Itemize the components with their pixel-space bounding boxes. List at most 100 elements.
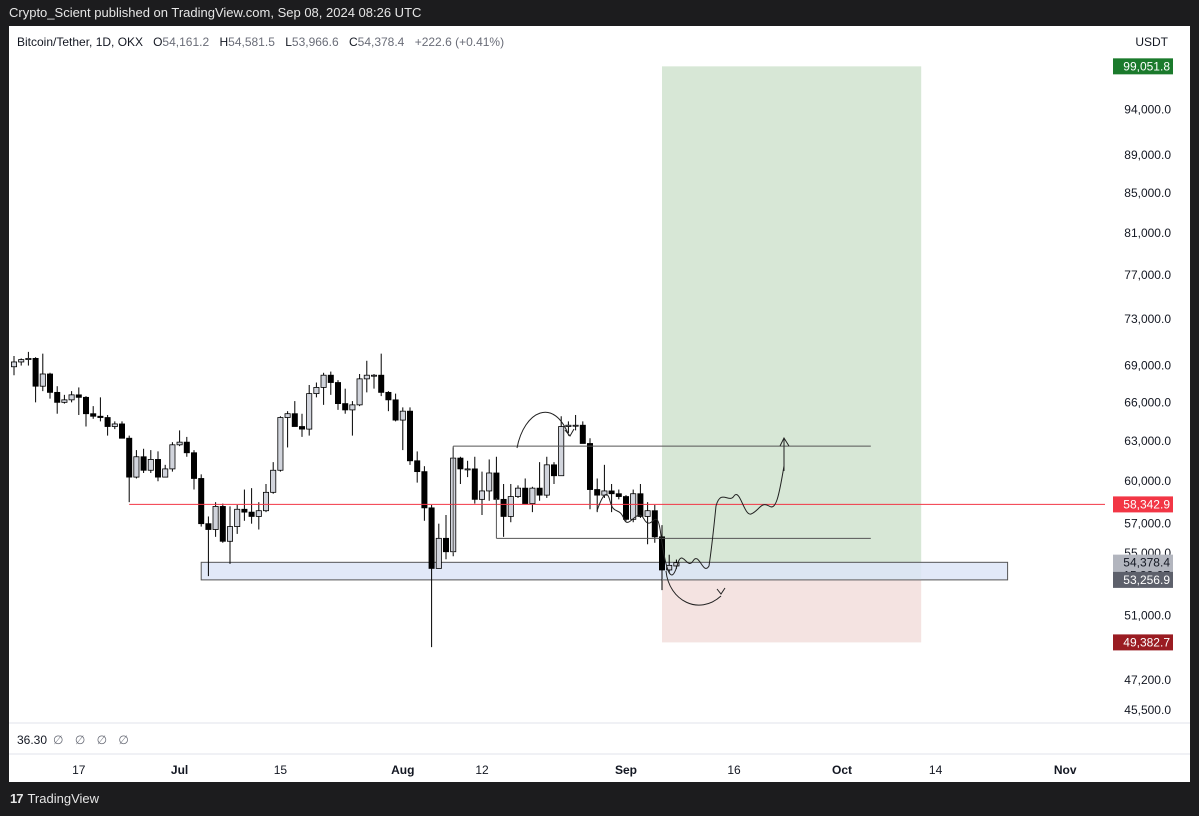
time-tick-label: 17 <box>72 763 86 777</box>
candle-body <box>39 373 46 387</box>
candle <box>442 515 449 560</box>
candle-body <box>11 361 17 368</box>
candle-body <box>378 374 385 393</box>
candle <box>176 430 183 447</box>
candle <box>262 483 269 513</box>
time-axis[interactable]: 17 Jul 15 Aug 12 Sep 16 Oct 14 Nov <box>72 763 1077 777</box>
candle-body <box>133 456 140 478</box>
currency-label: USDT <box>1135 35 1168 49</box>
low-label: L <box>285 35 292 49</box>
time-tick-label: Jul <box>171 763 188 777</box>
time-tick-label: Sep <box>615 763 637 777</box>
candle <box>349 401 356 436</box>
candle <box>183 436 190 457</box>
candle-body <box>514 487 521 497</box>
price-tick-label: 94,000.0 <box>1124 103 1171 117</box>
candle-body <box>32 357 39 387</box>
candle <box>219 503 226 543</box>
candle <box>83 396 90 427</box>
price-tick-label: 57,000.0 <box>1124 517 1171 531</box>
candle <box>666 554 673 574</box>
candle <box>507 483 514 523</box>
candle-body <box>493 472 500 500</box>
candle <box>493 456 500 504</box>
candle-body <box>262 491 269 512</box>
hand-drawn-path <box>665 570 722 606</box>
candle-body <box>356 378 363 406</box>
candle <box>320 372 327 405</box>
candle <box>327 371 334 395</box>
candle <box>579 421 586 444</box>
candle <box>212 502 219 537</box>
candle <box>47 372 54 399</box>
candle <box>306 384 313 436</box>
candle <box>97 397 104 422</box>
symbol-legend[interactable]: Bitcoin/Tether, 1D, OKX O54,161.2 H54,58… <box>17 35 504 49</box>
candle <box>594 478 601 513</box>
price-chart[interactable]: 94,000.0 89,000.0 85,000.0 81,000.0 77,000.0… <box>9 26 1190 782</box>
candle-body <box>126 437 133 478</box>
chart-frame[interactable]: 94,000.0 89,000.0 85,000.0 81,000.0 77,000.0… <box>9 26 1190 782</box>
candle <box>162 464 169 478</box>
price-tick-label: 89,000.0 <box>1124 148 1171 162</box>
candle-body <box>241 508 248 513</box>
price-tick-label: 81,000.0 <box>1124 226 1171 240</box>
candle-body <box>119 423 126 439</box>
time-tick-label: Oct <box>832 763 852 777</box>
candle-body <box>421 471 428 509</box>
candle <box>198 474 205 527</box>
candle-body <box>54 391 61 403</box>
candle-body <box>543 464 550 496</box>
candle <box>334 380 341 410</box>
hand-drawn-path <box>596 465 785 576</box>
candle-body <box>363 374 370 380</box>
candle <box>241 489 248 521</box>
candle <box>133 450 140 479</box>
candle <box>464 460 471 478</box>
hand-drawn-path <box>716 587 726 595</box>
candle-body <box>471 468 478 500</box>
candle <box>313 382 320 398</box>
candle <box>277 416 284 472</box>
candle <box>608 483 615 513</box>
price-tick-label: 63,000.0 <box>1124 434 1171 448</box>
publish-line: Crypto_Scient published on TradingView.c… <box>9 5 422 20</box>
indicator-legend[interactable]: 36.30 ∅ ∅ ∅ ∅ <box>17 733 133 747</box>
level-badge-text: 58,342.9 <box>1123 497 1170 511</box>
price-tick-label: 77,000.0 <box>1124 268 1171 282</box>
hand-drawn-path <box>564 428 575 437</box>
candle <box>370 373 377 389</box>
candle-body <box>385 391 392 401</box>
stop-badge-bg <box>1113 634 1173 651</box>
level-badge: 58,342.9 <box>1113 496 1173 513</box>
candle-body <box>219 506 226 542</box>
tradingview-logo[interactable]: 17 TradingView <box>10 791 99 806</box>
candle-body <box>313 387 320 395</box>
candle <box>500 483 507 537</box>
time-tick-label: 15 <box>274 763 288 777</box>
candle-body <box>644 510 651 517</box>
candle-body <box>579 424 586 444</box>
target-badge: 99,051.8 <box>1113 58 1173 75</box>
price-axis[interactable]: 94,000.0 89,000.0 85,000.0 81,000.0 77,000.0… <box>1124 103 1171 718</box>
time-tick-label: 12 <box>475 763 489 777</box>
price-tick-label: 45,500.0 <box>1124 703 1171 717</box>
candle <box>651 505 658 543</box>
candle <box>61 394 68 404</box>
candle-body <box>61 399 68 403</box>
candle <box>572 414 579 431</box>
stop-badge-text: 49,382.7 <box>1123 635 1170 649</box>
candle <box>75 387 82 415</box>
stop-badge: 49,382.7 <box>1113 634 1173 651</box>
candle <box>284 411 291 448</box>
candle-body <box>140 456 147 471</box>
candle <box>421 466 428 521</box>
candle <box>471 456 478 504</box>
candle-body <box>673 562 680 567</box>
candle <box>399 407 406 451</box>
candle-body <box>68 394 75 401</box>
candle <box>248 488 255 524</box>
candle-body <box>536 487 543 496</box>
candle-body <box>529 487 536 504</box>
candle-body <box>18 359 25 363</box>
